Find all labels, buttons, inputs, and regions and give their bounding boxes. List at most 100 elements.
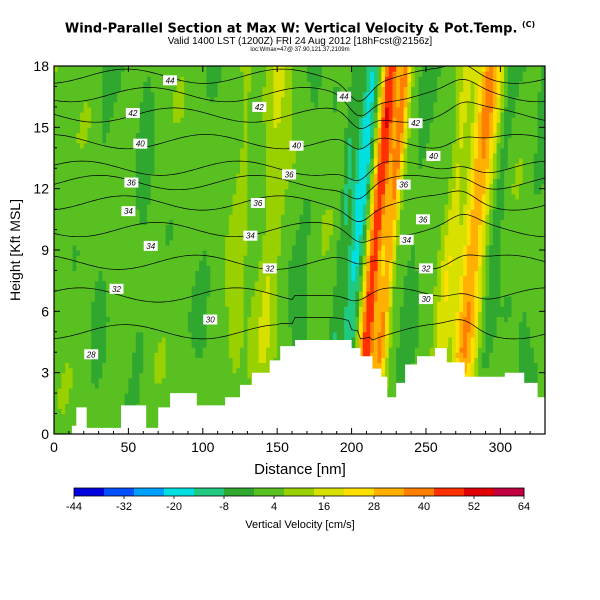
velocity-cell xyxy=(135,316,141,323)
velocity-cell xyxy=(232,326,237,333)
velocity-cell xyxy=(83,367,89,374)
velocity-cell xyxy=(57,158,63,164)
velocity-cell xyxy=(232,178,237,185)
velocity-cell xyxy=(83,122,89,128)
velocity-cell xyxy=(273,127,278,134)
velocity-cell xyxy=(120,219,126,226)
velocity-cell xyxy=(76,280,81,287)
velocity-cell xyxy=(139,173,144,180)
velocity-cell xyxy=(202,357,208,364)
velocity-cell xyxy=(65,71,70,77)
velocity-cell xyxy=(57,142,63,149)
velocity-cell xyxy=(173,193,178,200)
velocity-cell xyxy=(210,81,215,88)
velocity-cell xyxy=(254,270,260,277)
velocity-cell xyxy=(310,316,315,323)
velocity-cell xyxy=(176,106,182,113)
velocity-cell xyxy=(150,91,156,98)
velocity-cell xyxy=(269,352,275,358)
velocity-cell xyxy=(113,152,118,159)
velocity-cell xyxy=(225,188,230,195)
velocity-cell xyxy=(154,275,159,282)
velocity-cell xyxy=(65,357,70,364)
velocity-cell xyxy=(266,168,271,174)
velocity-cell xyxy=(191,117,196,123)
velocity-cell xyxy=(113,398,118,404)
velocity-cell xyxy=(199,377,204,384)
velocity-cell xyxy=(150,336,156,343)
velocity-cell xyxy=(299,301,304,307)
velocity-cell xyxy=(158,301,163,307)
velocity-cell xyxy=(295,122,301,128)
velocity-cell xyxy=(132,347,137,353)
velocity-cell xyxy=(195,81,200,88)
velocity-cell xyxy=(150,96,156,103)
velocity-cell xyxy=(262,117,267,123)
velocity-cell xyxy=(232,91,237,98)
velocity-cell xyxy=(143,347,148,353)
velocity-cell xyxy=(143,178,148,185)
velocity-cell xyxy=(68,86,74,93)
velocity-cell xyxy=(124,163,129,169)
velocity-cell xyxy=(184,388,189,394)
velocity-cell xyxy=(243,280,249,287)
velocity-cell xyxy=(258,316,263,323)
velocity-cell xyxy=(266,127,271,134)
velocity-cell xyxy=(98,178,103,185)
velocity-cell xyxy=(80,296,85,302)
velocity-cell xyxy=(187,260,193,266)
velocity-cell xyxy=(266,331,271,338)
velocity-cell xyxy=(306,234,312,241)
velocity-cell xyxy=(206,117,211,123)
velocity-cell xyxy=(210,224,215,231)
velocity-cell xyxy=(154,408,159,415)
velocity-cell xyxy=(61,342,66,348)
velocity-cell xyxy=(165,66,170,72)
velocity-cell xyxy=(117,393,122,399)
velocity-cell xyxy=(83,71,89,77)
velocity-cell xyxy=(169,342,174,348)
velocity-cell xyxy=(228,239,234,246)
velocity-cell xyxy=(180,117,185,123)
velocity-cell xyxy=(221,377,226,384)
velocity-cell xyxy=(243,255,249,261)
velocity-cell xyxy=(132,168,137,174)
velocity-cell xyxy=(251,265,256,272)
velocity-cell xyxy=(158,204,163,210)
velocity-cell xyxy=(176,112,182,118)
velocity-cell xyxy=(213,147,219,154)
velocity-cell xyxy=(247,214,252,220)
velocity-cell xyxy=(199,265,204,272)
velocity-cell xyxy=(109,357,115,364)
velocity-cell xyxy=(135,204,141,210)
velocity-cell xyxy=(109,377,115,384)
velocity-cell xyxy=(83,372,89,379)
velocity-cell xyxy=(254,347,260,353)
velocity-cell xyxy=(280,178,286,185)
velocity-cell xyxy=(72,71,77,77)
velocity-cell xyxy=(68,388,74,394)
velocity-cell xyxy=(288,81,293,88)
velocity-cell xyxy=(258,275,263,282)
velocity-cell xyxy=(228,301,234,307)
velocity-cell xyxy=(72,101,77,108)
velocity-cell xyxy=(202,244,208,251)
velocity-cell xyxy=(273,142,278,149)
velocity-cell xyxy=(154,163,159,169)
velocity-cell xyxy=(217,265,222,272)
velocity-cell xyxy=(199,224,204,231)
velocity-cell xyxy=(187,326,193,333)
velocity-cell xyxy=(139,193,144,200)
velocity-cell xyxy=(251,280,256,287)
velocity-cell xyxy=(210,71,215,77)
velocity-cell xyxy=(295,260,301,266)
velocity-cell xyxy=(306,331,312,338)
velocity-cell xyxy=(180,362,185,369)
velocity-cell xyxy=(83,137,89,144)
velocity-cell xyxy=(288,163,293,169)
velocity-cell xyxy=(61,265,66,272)
velocity-cell xyxy=(280,275,286,282)
velocity-cell xyxy=(277,357,282,364)
velocity-cell xyxy=(65,255,70,261)
velocity-cell xyxy=(266,96,271,103)
